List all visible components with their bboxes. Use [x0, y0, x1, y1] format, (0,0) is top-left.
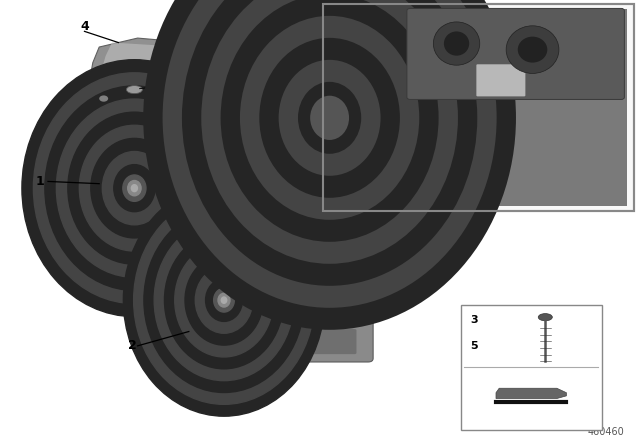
Ellipse shape [259, 38, 400, 198]
Polygon shape [90, 38, 202, 114]
Ellipse shape [218, 293, 230, 307]
Ellipse shape [74, 119, 195, 258]
Text: 5: 5 [164, 78, 171, 88]
Ellipse shape [56, 99, 212, 277]
Ellipse shape [128, 181, 141, 196]
Ellipse shape [143, 0, 516, 330]
Text: 1: 1 [35, 175, 44, 188]
FancyBboxPatch shape [244, 240, 365, 280]
Ellipse shape [205, 279, 243, 321]
Ellipse shape [236, 135, 255, 148]
FancyBboxPatch shape [150, 218, 278, 246]
Circle shape [184, 64, 193, 70]
FancyBboxPatch shape [245, 271, 349, 287]
Ellipse shape [78, 124, 191, 252]
Ellipse shape [433, 22, 480, 65]
Text: 3: 3 [198, 244, 205, 254]
Ellipse shape [269, 250, 289, 262]
Ellipse shape [214, 288, 234, 312]
Bar [323, 4, 634, 211]
Ellipse shape [518, 37, 547, 63]
Ellipse shape [319, 254, 340, 266]
Ellipse shape [221, 297, 227, 303]
Ellipse shape [221, 0, 438, 242]
Ellipse shape [124, 184, 324, 416]
Ellipse shape [22, 60, 247, 317]
Ellipse shape [188, 132, 206, 144]
Ellipse shape [240, 16, 419, 220]
Ellipse shape [102, 151, 166, 225]
Ellipse shape [506, 26, 559, 73]
Ellipse shape [180, 128, 214, 148]
Ellipse shape [195, 267, 253, 333]
Ellipse shape [45, 86, 224, 290]
Ellipse shape [79, 125, 189, 251]
Ellipse shape [201, 0, 458, 264]
Circle shape [95, 93, 112, 104]
Ellipse shape [68, 112, 201, 264]
Ellipse shape [164, 232, 284, 369]
Ellipse shape [154, 220, 294, 381]
Ellipse shape [310, 96, 349, 140]
FancyBboxPatch shape [218, 244, 320, 357]
Polygon shape [101, 43, 189, 90]
Ellipse shape [114, 164, 155, 212]
Text: 3: 3 [470, 314, 478, 325]
Ellipse shape [134, 196, 314, 405]
FancyBboxPatch shape [157, 153, 271, 171]
Ellipse shape [311, 249, 348, 271]
Ellipse shape [173, 242, 275, 358]
Ellipse shape [538, 314, 552, 321]
Circle shape [154, 73, 182, 93]
FancyBboxPatch shape [139, 122, 296, 254]
Ellipse shape [298, 82, 361, 154]
Circle shape [180, 61, 197, 73]
Ellipse shape [170, 237, 278, 363]
Ellipse shape [127, 86, 143, 94]
Ellipse shape [444, 31, 469, 56]
Ellipse shape [163, 0, 497, 308]
Ellipse shape [185, 255, 263, 345]
Ellipse shape [278, 60, 381, 176]
Circle shape [188, 239, 216, 258]
Ellipse shape [144, 208, 304, 392]
FancyBboxPatch shape [163, 121, 280, 163]
Ellipse shape [131, 185, 138, 192]
FancyBboxPatch shape [128, 125, 237, 251]
Ellipse shape [228, 130, 263, 153]
FancyBboxPatch shape [476, 65, 525, 96]
FancyBboxPatch shape [407, 9, 625, 99]
Ellipse shape [123, 175, 146, 201]
FancyBboxPatch shape [239, 329, 356, 354]
Text: 2: 2 [128, 339, 137, 353]
Ellipse shape [262, 246, 296, 266]
Ellipse shape [33, 73, 236, 303]
Bar [323, 4, 634, 211]
Text: 5: 5 [470, 341, 478, 351]
Bar [461, 305, 602, 430]
Bar [330, 9, 627, 206]
Text: 460460: 460460 [588, 427, 624, 437]
Ellipse shape [182, 0, 477, 286]
Text: 4: 4 [80, 20, 89, 34]
Circle shape [99, 95, 108, 102]
Ellipse shape [175, 243, 273, 357]
Ellipse shape [227, 1, 432, 234]
Ellipse shape [91, 138, 178, 238]
FancyBboxPatch shape [228, 243, 373, 362]
Polygon shape [496, 388, 566, 399]
